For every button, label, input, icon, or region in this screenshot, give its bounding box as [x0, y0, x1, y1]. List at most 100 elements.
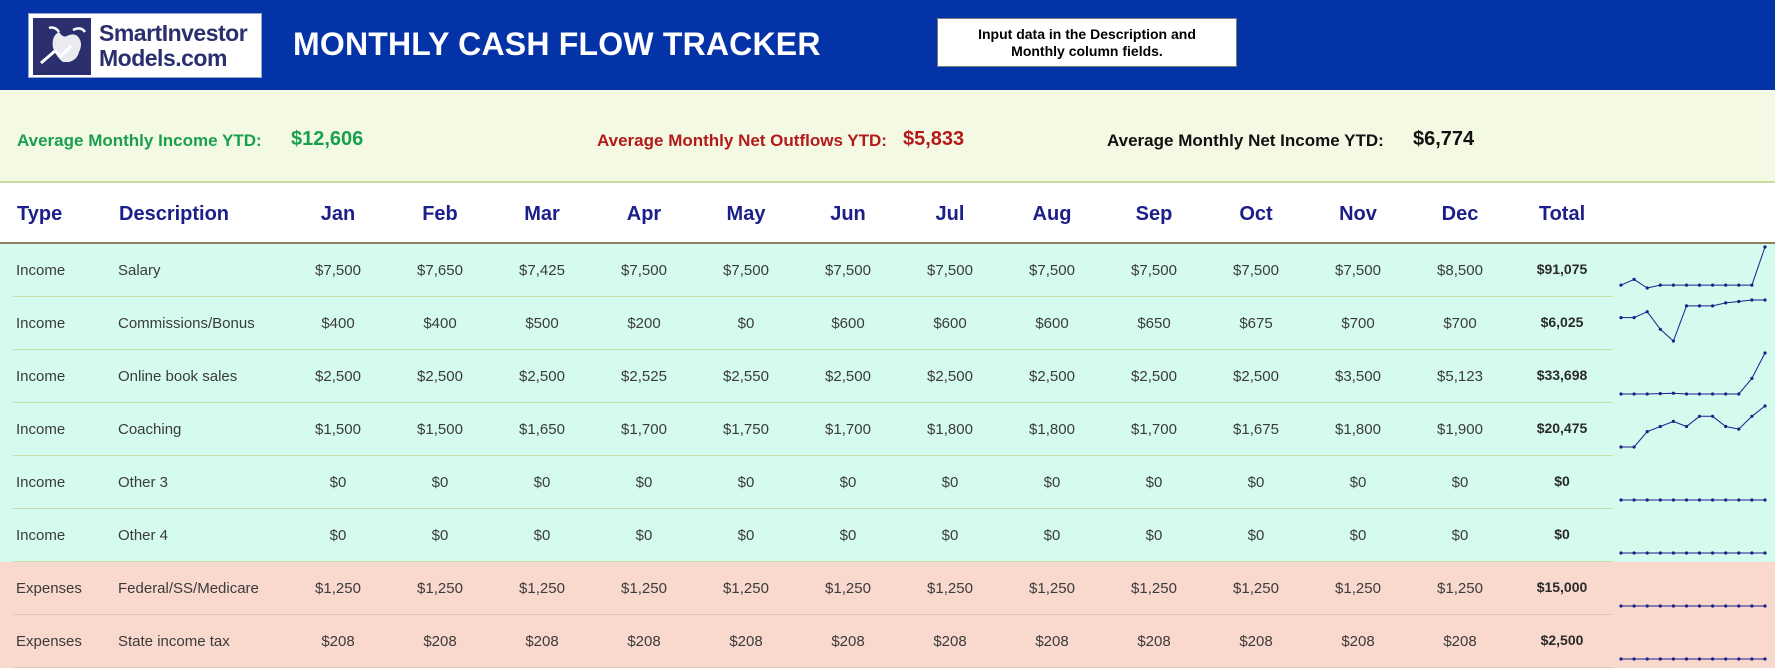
- cell-sep[interactable]: $1,250: [1131, 580, 1177, 597]
- cell-jan[interactable]: $1,500: [315, 421, 361, 438]
- cell-description[interactable]: Coaching: [118, 421, 182, 438]
- cell-aug[interactable]: $1,800: [1029, 421, 1075, 438]
- cell-dec[interactable]: $0: [1451, 527, 1469, 544]
- cell-oct[interactable]: $1,250: [1233, 580, 1279, 597]
- cell-jul[interactable]: $0: [941, 527, 959, 544]
- cell-oct[interactable]: $0: [1247, 527, 1265, 544]
- cell-apr[interactable]: $7,500: [621, 262, 667, 279]
- cell-may[interactable]: $0: [737, 527, 755, 544]
- cell-mar[interactable]: $500: [525, 315, 559, 332]
- cell-oct[interactable]: $208: [1239, 633, 1273, 650]
- cell-sep[interactable]: $650: [1137, 315, 1171, 332]
- cell-sep[interactable]: $2,500: [1131, 368, 1177, 385]
- cell-jun[interactable]: $1,700: [825, 421, 871, 438]
- cell-feb[interactable]: $400: [423, 315, 457, 332]
- cell-nov[interactable]: $7,500: [1335, 262, 1381, 279]
- cell-nov[interactable]: $0: [1349, 474, 1367, 491]
- cell-description[interactable]: Other 4: [118, 527, 169, 544]
- cell-mar[interactable]: $2,500: [519, 368, 565, 385]
- cell-jun[interactable]: $600: [831, 315, 865, 332]
- cell-description[interactable]: Federal/SS/Medicare: [118, 580, 259, 597]
- cell-nov[interactable]: $700: [1341, 315, 1375, 332]
- cell-feb[interactable]: $1,250: [417, 580, 463, 597]
- cell-jul[interactable]: $600: [933, 315, 967, 332]
- cell-jun[interactable]: $7,500: [825, 262, 871, 279]
- cell-sep[interactable]: $7,500: [1131, 262, 1177, 279]
- cell-sep[interactable]: $208: [1137, 633, 1171, 650]
- cell-oct[interactable]: $1,675: [1233, 421, 1279, 438]
- cell-aug[interactable]: $0: [1043, 527, 1061, 544]
- cell-jan[interactable]: $1,250: [315, 580, 361, 597]
- cell-dec[interactable]: $700: [1443, 315, 1477, 332]
- cell-dec[interactable]: $1,900: [1437, 421, 1483, 438]
- cell-apr[interactable]: $200: [627, 315, 661, 332]
- cell-jun[interactable]: $0: [839, 474, 857, 491]
- cell-may[interactable]: $0: [737, 315, 755, 332]
- cell-may[interactable]: $1,250: [723, 580, 769, 597]
- cell-aug[interactable]: $0: [1043, 474, 1061, 491]
- cell-feb[interactable]: $1,500: [417, 421, 463, 438]
- cell-apr[interactable]: $1,700: [621, 421, 667, 438]
- cell-feb[interactable]: $2,500: [417, 368, 463, 385]
- cell-description[interactable]: Online book sales: [118, 368, 238, 385]
- cell-mar[interactable]: $1,250: [519, 580, 565, 597]
- cell-jun[interactable]: $2,500: [825, 368, 871, 385]
- cell-description[interactable]: Commissions/Bonus: [118, 315, 255, 332]
- cell-jul[interactable]: $0: [941, 474, 959, 491]
- cell-may[interactable]: $2,550: [723, 368, 769, 385]
- cell-may[interactable]: $7,500: [723, 262, 769, 279]
- cell-jan[interactable]: $2,500: [315, 368, 361, 385]
- cell-feb[interactable]: $0: [431, 527, 449, 544]
- cell-aug[interactable]: $208: [1035, 633, 1069, 650]
- cell-mar[interactable]: $7,425: [519, 262, 565, 279]
- cell-feb[interactable]: $7,650: [417, 262, 463, 279]
- cell-oct[interactable]: $7,500: [1233, 262, 1279, 279]
- cell-dec[interactable]: $5,123: [1437, 368, 1483, 385]
- cell-apr[interactable]: $0: [635, 474, 653, 491]
- cell-jan[interactable]: $7,500: [315, 262, 361, 279]
- cell-dec[interactable]: $208: [1443, 633, 1477, 650]
- cell-sep[interactable]: $0: [1145, 474, 1163, 491]
- cell-jan[interactable]: $400: [321, 315, 355, 332]
- cell-aug[interactable]: $600: [1035, 315, 1069, 332]
- cell-nov[interactable]: $3,500: [1335, 368, 1381, 385]
- cell-jun[interactable]: $208: [831, 633, 865, 650]
- cell-description[interactable]: Salary: [118, 262, 161, 279]
- cell-jul[interactable]: $1,800: [927, 421, 973, 438]
- cell-jan[interactable]: $0: [329, 474, 347, 491]
- cell-aug[interactable]: $1,250: [1029, 580, 1075, 597]
- cell-dec[interactable]: $8,500: [1437, 262, 1483, 279]
- cell-may[interactable]: $208: [729, 633, 763, 650]
- cell-nov[interactable]: $1,800: [1335, 421, 1381, 438]
- cell-jul[interactable]: $1,250: [927, 580, 973, 597]
- cell-apr[interactable]: $2,525: [621, 368, 667, 385]
- cell-may[interactable]: $1,750: [723, 421, 769, 438]
- cell-jan[interactable]: $208: [321, 633, 355, 650]
- cell-jun[interactable]: $0: [839, 527, 857, 544]
- cell-mar[interactable]: $1,650: [519, 421, 565, 438]
- cell-mar[interactable]: $0: [533, 474, 551, 491]
- cell-jul[interactable]: $208: [933, 633, 967, 650]
- cell-nov[interactable]: $1,250: [1335, 580, 1381, 597]
- cell-description[interactable]: Other 3: [118, 474, 169, 491]
- cell-aug[interactable]: $2,500: [1029, 368, 1075, 385]
- cell-oct[interactable]: $2,500: [1233, 368, 1279, 385]
- cell-jul[interactable]: $2,500: [927, 368, 973, 385]
- cell-dec[interactable]: $0: [1451, 474, 1469, 491]
- cell-apr[interactable]: $208: [627, 633, 661, 650]
- cell-nov[interactable]: $0: [1349, 527, 1367, 544]
- cell-mar[interactable]: $0: [533, 527, 551, 544]
- cell-apr[interactable]: $1,250: [621, 580, 667, 597]
- cell-oct[interactable]: $675: [1239, 315, 1273, 332]
- cell-may[interactable]: $0: [737, 474, 755, 491]
- cell-jun[interactable]: $1,250: [825, 580, 871, 597]
- cell-sep[interactable]: $1,700: [1131, 421, 1177, 438]
- cell-oct[interactable]: $0: [1247, 474, 1265, 491]
- cell-feb[interactable]: $0: [431, 474, 449, 491]
- cell-dec[interactable]: $1,250: [1437, 580, 1483, 597]
- cell-mar[interactable]: $208: [525, 633, 559, 650]
- cell-jul[interactable]: $7,500: [927, 262, 973, 279]
- cell-description[interactable]: State income tax: [118, 633, 230, 650]
- cell-nov[interactable]: $208: [1341, 633, 1375, 650]
- cell-sep[interactable]: $0: [1145, 527, 1163, 544]
